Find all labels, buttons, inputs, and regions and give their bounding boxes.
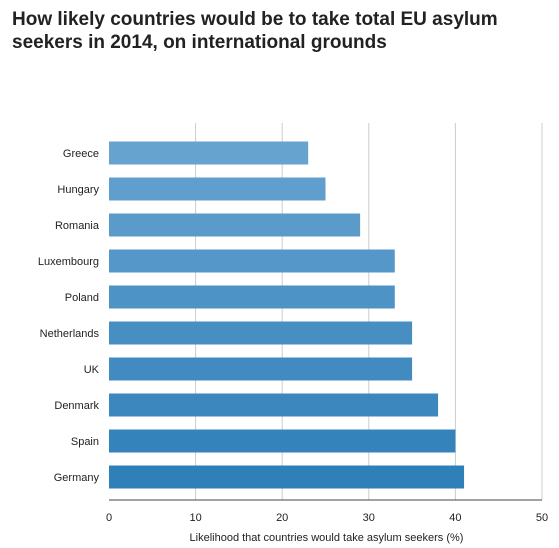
bar-greece bbox=[109, 141, 309, 165]
category-label: Greece bbox=[63, 148, 99, 160]
x-tick-label: 50 bbox=[536, 512, 548, 524]
x-tick-label: 40 bbox=[449, 512, 461, 524]
x-tick-labels: 0 10 20 30 40 50 bbox=[106, 512, 548, 524]
bar-hungary bbox=[109, 177, 326, 201]
x-tick-label: 30 bbox=[363, 512, 375, 524]
x-tick-label: 0 bbox=[106, 512, 112, 524]
bar-poland bbox=[109, 285, 395, 309]
category-label: Denmark bbox=[54, 400, 99, 412]
bar-netherlands bbox=[109, 321, 413, 345]
category-labels: Greece Hungary Romania Luxembourg Poland Neth… bbox=[38, 148, 100, 484]
bar-germany bbox=[109, 465, 465, 489]
bar-denmark bbox=[109, 393, 439, 417]
category-label: Poland bbox=[65, 292, 99, 304]
category-label: UK bbox=[84, 364, 100, 376]
bar-luxembourg bbox=[109, 249, 395, 273]
bar-romania bbox=[109, 213, 361, 237]
category-label: Germany bbox=[54, 472, 100, 484]
bar-uk bbox=[109, 357, 413, 381]
x-tick-label: 20 bbox=[276, 512, 288, 524]
category-label: Netherlands bbox=[40, 328, 100, 340]
x-tick-label: 10 bbox=[189, 512, 201, 524]
chart-title: How likely countries would be to take to… bbox=[12, 9, 498, 53]
x-axis-title: Likelihood that countries would take asy… bbox=[190, 532, 464, 544]
category-label: Romania bbox=[55, 220, 100, 232]
bar-spain bbox=[109, 429, 456, 453]
bars bbox=[109, 141, 465, 489]
category-label: Luxembourg bbox=[38, 256, 99, 268]
category-label: Spain bbox=[71, 436, 99, 448]
category-label: Hungary bbox=[57, 184, 99, 196]
